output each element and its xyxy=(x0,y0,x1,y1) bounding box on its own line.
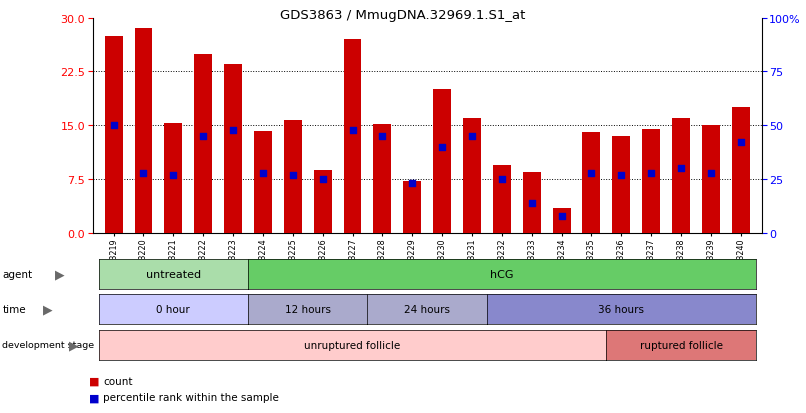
Text: hCG: hCG xyxy=(490,269,513,279)
Point xyxy=(167,172,180,179)
Bar xyxy=(613,137,630,233)
Bar xyxy=(642,130,660,233)
Point xyxy=(346,127,359,133)
Text: agent: agent xyxy=(2,269,32,279)
Bar xyxy=(224,65,242,233)
Text: untreated: untreated xyxy=(146,269,201,279)
Text: ▶: ▶ xyxy=(43,303,52,316)
Point xyxy=(496,176,509,183)
Bar xyxy=(314,170,331,233)
Point xyxy=(226,127,239,133)
Text: GDS3863 / MmugDNA.32969.1.S1_at: GDS3863 / MmugDNA.32969.1.S1_at xyxy=(280,9,526,22)
Text: 0 hour: 0 hour xyxy=(156,304,190,314)
Point xyxy=(466,133,479,140)
Text: ▶: ▶ xyxy=(55,268,64,280)
Text: time: time xyxy=(2,304,26,314)
Bar xyxy=(433,90,451,233)
Point xyxy=(197,133,210,140)
Point xyxy=(615,172,628,179)
Point xyxy=(376,133,388,140)
Text: unruptured follicle: unruptured follicle xyxy=(305,340,401,350)
Bar xyxy=(732,108,750,233)
Point xyxy=(734,140,747,147)
Text: ■: ■ xyxy=(89,376,99,386)
Point xyxy=(316,176,329,183)
Bar xyxy=(523,173,541,233)
Text: ruptured follicle: ruptured follicle xyxy=(639,340,722,350)
Point xyxy=(256,170,269,176)
Bar xyxy=(403,182,422,233)
Text: 12 hours: 12 hours xyxy=(285,304,330,314)
Bar xyxy=(284,121,301,233)
Bar xyxy=(493,165,511,233)
Point xyxy=(704,170,717,176)
Bar xyxy=(164,124,182,233)
Point xyxy=(585,170,598,176)
Point xyxy=(137,170,150,176)
Bar xyxy=(672,119,690,233)
Bar xyxy=(583,133,600,233)
Point xyxy=(675,166,688,172)
Text: count: count xyxy=(103,376,133,386)
Text: ▶: ▶ xyxy=(69,339,79,351)
Bar xyxy=(553,208,571,233)
Bar xyxy=(105,36,123,233)
Bar xyxy=(463,119,481,233)
Point xyxy=(286,172,299,179)
Text: 24 hours: 24 hours xyxy=(404,304,451,314)
Text: ■: ■ xyxy=(89,392,99,402)
Point xyxy=(405,180,418,187)
Text: 36 hours: 36 hours xyxy=(598,304,644,314)
Bar xyxy=(254,132,272,233)
Point xyxy=(107,123,120,129)
Bar xyxy=(343,40,361,233)
Bar xyxy=(373,125,392,233)
Point xyxy=(645,170,658,176)
Point xyxy=(526,200,538,206)
Bar xyxy=(702,126,720,233)
Bar xyxy=(194,55,212,233)
Bar xyxy=(135,29,152,233)
Text: development stage: development stage xyxy=(2,341,94,349)
Text: percentile rank within the sample: percentile rank within the sample xyxy=(103,392,279,402)
Point xyxy=(555,213,568,219)
Point xyxy=(436,144,449,151)
